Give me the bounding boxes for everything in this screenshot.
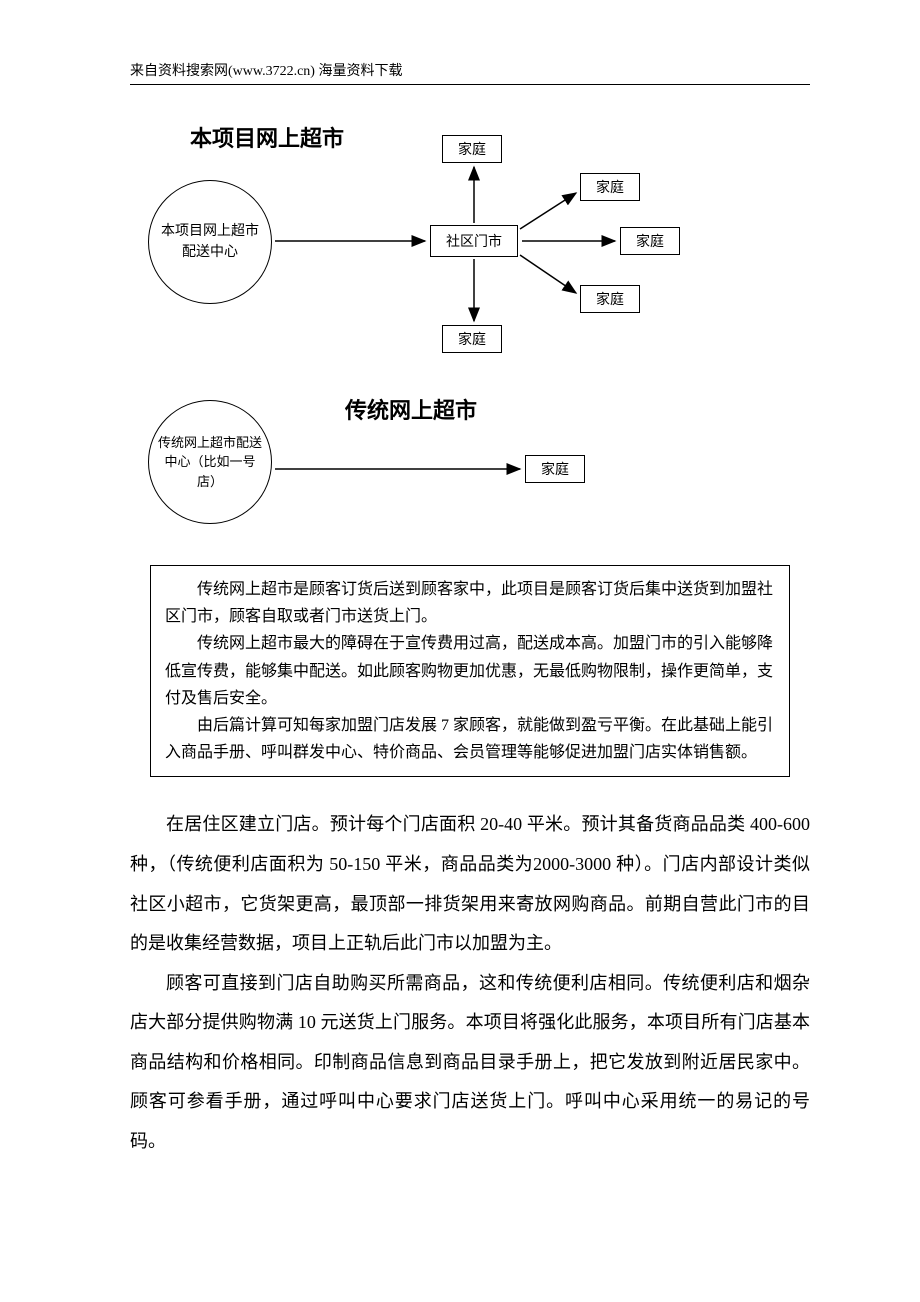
info-paragraph-1: 传统网上超市是顾客订货后送到顾客家中，此项目是顾客订货后集中送货到加盟社区门市，… (165, 576, 775, 630)
community-store-node: 社区门市 (430, 225, 518, 257)
family-node-traditional: 家庭 (525, 455, 585, 483)
info-box: 传统网上超市是顾客订货后送到顾客家中，此项目是顾客订货后集中送货到加盟社区门市，… (150, 565, 790, 777)
distribution-center-node: 本项目网上超市配送中心 (148, 180, 272, 304)
family-node-right-top: 家庭 (580, 173, 640, 201)
body-paragraph-1: 在居住区建立门店。预计每个门店面积 20-40 平米。预计其备货商品品类 400… (130, 805, 810, 963)
family-node-right-bottom: 家庭 (580, 285, 640, 313)
comparison-diagram: 本项目网上超市 本项目网上超市配送中心 社区门市 家庭 家庭 家庭 家庭 家庭 … (130, 125, 810, 545)
document-page: 来自资料搜索网(www.3722.cn) 海量资料下载 本项目网上超市 本项目网… (0, 0, 920, 1222)
body-paragraph-2: 顾客可直接到门店自助购买所需商品，这和传统便利店相同。传统便利店和烟杂店大部分提… (130, 964, 810, 1162)
diagram1-title: 本项目网上超市 (190, 121, 344, 153)
body-text: 在居住区建立门店。预计每个门店面积 20-40 平米。预计其备货商品品类 400… (130, 805, 810, 1161)
family-node-bottom: 家庭 (442, 325, 502, 353)
traditional-center-node: 传统网上超市配送中心（比如一号店） (148, 400, 272, 524)
header-divider (130, 84, 810, 85)
header-source: 来自资料搜索网(www.3722.cn) 海量资料下载 (130, 60, 810, 80)
family-node-right: 家庭 (620, 227, 680, 255)
info-paragraph-3: 由后篇计算可知每家加盟门店发展 7 家顾客，就能做到盈亏平衡。在此基础上能引入商… (165, 712, 775, 766)
diagram2-title: 传统网上超市 (345, 393, 477, 425)
info-paragraph-2: 传统网上超市最大的障碍在于宣传费用过高，配送成本高。加盟门市的引入能够降低宣传费… (165, 630, 775, 712)
family-node-top: 家庭 (442, 135, 502, 163)
